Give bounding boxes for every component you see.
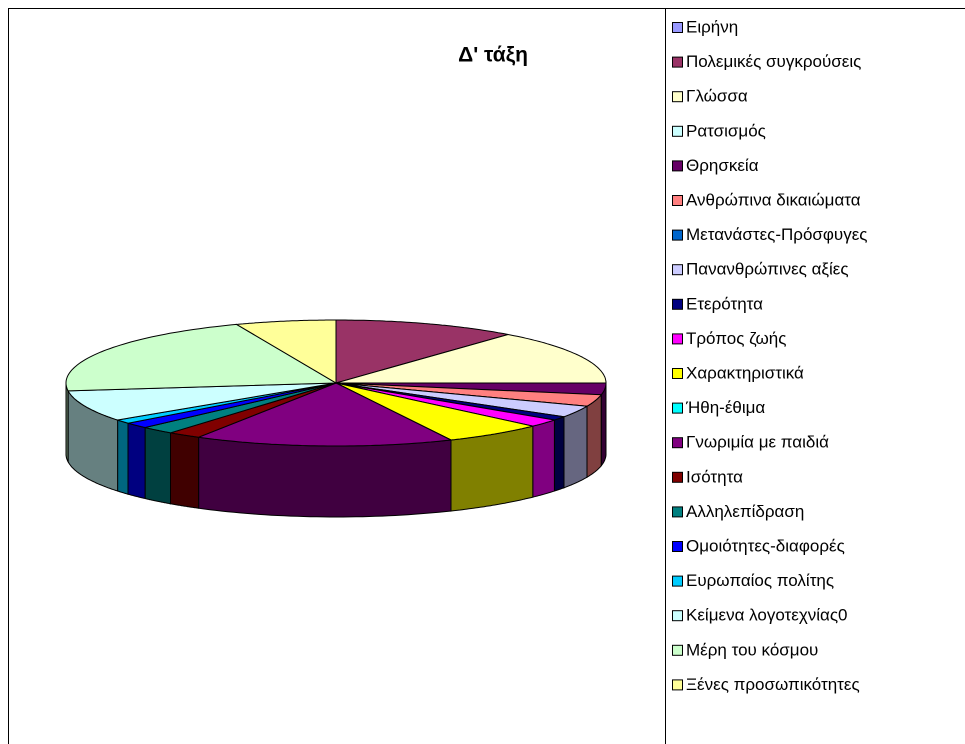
legend-label: Γνωριμία με παιδιά	[686, 433, 829, 452]
pie-slice	[67, 382, 337, 421]
legend-label: Γλώσσα	[686, 87, 748, 106]
pie-slice	[335, 382, 555, 427]
pie-slice	[335, 333, 607, 384]
legend-label: Θρησκεία	[686, 156, 759, 175]
pie-side	[553, 416, 565, 492]
legend-label: Κείμενα λογοτεχνίας0	[686, 606, 848, 625]
legend-swatch	[672, 402, 683, 414]
legend-label: Ήθη-έθιμα	[685, 398, 765, 417]
pie-side	[127, 422, 146, 500]
legend-label: Πολεμικές συγκρούσεις	[686, 52, 861, 71]
chart-title: Δ' τάξη	[458, 44, 528, 67]
pie-slice	[127, 382, 337, 428]
legend-label: Ανθρώπινα δικαιώματα	[686, 190, 861, 209]
pie-side	[198, 436, 452, 518]
legend-swatch	[672, 160, 683, 172]
legend-swatch	[672, 437, 683, 449]
legend-label: Μετανάστες-Πρόσφυγες	[686, 225, 868, 244]
legend-label: Ξένες προσωπικότητες	[686, 675, 860, 694]
pie-slice	[144, 382, 337, 434]
legend-swatch	[672, 125, 683, 137]
legend-label: Πανανθρώπινες αξίες	[686, 260, 849, 279]
pie-side	[563, 405, 588, 489]
legend-label: Ισότητα	[686, 467, 743, 486]
pie-slice	[335, 382, 533, 441]
pie-side	[600, 383, 607, 468]
legend-swatch	[672, 541, 683, 552]
pie-side	[117, 419, 129, 495]
legend-label: Ειρήνη	[686, 17, 738, 36]
legend-swatch	[672, 679, 683, 691]
legend-swatch	[672, 264, 683, 276]
legend-label: Αλληλεπίδραση	[686, 502, 804, 521]
legend-swatch	[672, 195, 683, 206]
legend-swatch	[672, 22, 683, 33]
pie-slice	[65, 323, 338, 392]
legend-swatch	[672, 471, 683, 483]
legend-swatch	[672, 368, 683, 379]
legend-swatch	[672, 506, 683, 518]
legend-label: Χαρακτηριστικά	[686, 363, 804, 382]
legend-swatch	[672, 56, 683, 68]
legend-swatch	[672, 298, 683, 310]
pie-side	[65, 383, 69, 463]
legend-swatch	[672, 644, 683, 656]
legend-swatch	[672, 610, 683, 622]
legend-label: Τρόπος ζωής	[686, 329, 786, 348]
legend-label: Ευρωπαίος πολίτης	[686, 571, 834, 590]
pie-slice	[170, 382, 337, 438]
pie-slice	[234, 319, 337, 384]
pie-slice	[196, 382, 453, 447]
pie-side	[170, 432, 200, 509]
legend-label: Μέρη του κόσμου	[686, 640, 818, 659]
legend-swatch	[672, 575, 683, 587]
legend-label: Ρατσισμός	[686, 121, 766, 140]
pie-slice	[335, 382, 589, 418]
legend-label: Ετερότητα	[686, 294, 763, 313]
pie-side	[144, 426, 171, 505]
legend-swatch	[672, 91, 683, 103]
pie-slice	[116, 382, 337, 424]
legend-swatch	[672, 229, 683, 241]
pie-slice	[335, 319, 509, 384]
pie-side	[586, 393, 602, 479]
pie-side	[532, 419, 555, 498]
legend-box	[665, 8, 965, 744]
legend-swatch	[672, 333, 683, 345]
legend-label: Ομοιότητες-διαφορές	[686, 536, 845, 555]
